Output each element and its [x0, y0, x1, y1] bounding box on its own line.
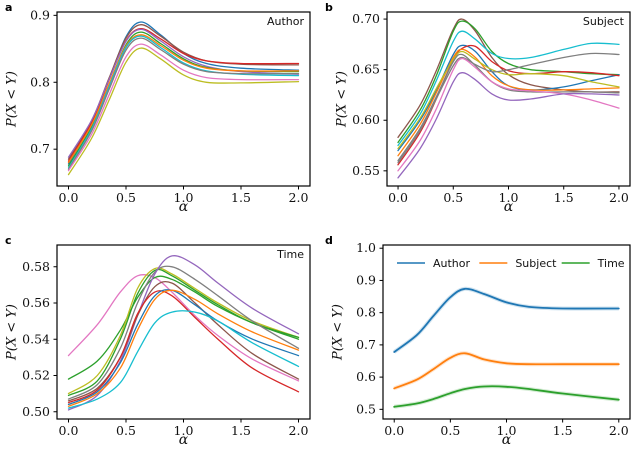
x-tick-label: 1.0	[497, 423, 517, 438]
series-line	[67, 28, 300, 158]
series-line	[67, 268, 300, 397]
panel-c-plot: 0.0 0.5 1.0 1.5 2.0 0.50 0.52 0.54 0.56 0.58	[22, 244, 311, 438]
y-tick-label: 0.9	[356, 272, 376, 287]
x-tick-label: 2.0	[609, 190, 629, 205]
y-tick-label: 0.56	[22, 295, 50, 310]
x-tick-label: 2.0	[289, 423, 309, 438]
x-tick-label: 0.0	[59, 190, 79, 205]
y-tick-label: 0.8	[356, 305, 376, 320]
panel-c-ylabel: P(X < Y)	[4, 304, 20, 360]
plot-frame	[56, 244, 311, 420]
plot-frame	[56, 11, 311, 187]
x-tick-label: 0.0	[384, 423, 404, 438]
series-line	[397, 52, 620, 164]
series-line	[397, 72, 620, 179]
series-line	[393, 385, 620, 408]
series-band	[393, 286, 619, 354]
panel-b-xlabel: α	[503, 199, 514, 215]
y-tick-label: 0.65	[352, 62, 380, 77]
x-tick-label: 0.5	[440, 423, 460, 438]
x-tick-label: 1.0	[174, 190, 194, 205]
series-line	[67, 280, 300, 402]
panel-a-letter: a	[5, 1, 13, 14]
series-band	[393, 351, 619, 391]
series-line	[67, 34, 300, 164]
x-tick-label: 1.5	[231, 423, 251, 438]
y-tick-label: 0.52	[22, 368, 50, 383]
x-tick-label: 1.0	[174, 423, 194, 438]
series-line	[67, 289, 300, 406]
panel-d-letter: d	[325, 234, 333, 247]
panel-c: 0.0 0.5 1.0 1.5 2.0 0.50 0.52 0.54 0.56 0.58 c Ti…	[0, 233, 320, 466]
series-line	[67, 273, 300, 382]
panel-d: 0.0 0.5 1.0 1.5 2.0 0.5 0.6 0.7 0.8 0.9 1.0 Author S…	[320, 233, 640, 466]
panel-d-ylabel: P(X < Y)	[330, 304, 346, 360]
x-tick-label: 0.5	[443, 190, 463, 205]
series-line	[397, 53, 620, 162]
plot-frame	[386, 11, 631, 187]
series-line	[397, 44, 620, 152]
y-tick-label: 0.55	[352, 163, 380, 178]
y-tick-label: 0.50	[22, 404, 50, 419]
x-tick-label: 1.5	[553, 423, 573, 438]
x-tick-label: 2.0	[289, 190, 309, 205]
series-line	[67, 35, 300, 169]
panel-a-ylabel: P(X < Y)	[4, 71, 20, 127]
panel-b-ylabel: P(X < Y)	[334, 71, 350, 127]
panel-c-xlabel: α	[178, 432, 189, 448]
series-line	[67, 275, 300, 380]
x-tick-label: 0.5	[116, 190, 136, 205]
panel-d-xlabel: α	[501, 432, 512, 448]
panel-b-letter: b	[325, 1, 333, 14]
panel-a-plot: 0.0 0.5 1.0 1.5 2.0 0.7 0.8 0.9	[30, 7, 311, 205]
series-line	[67, 267, 300, 395]
y-tick-label: 0.5	[356, 401, 376, 416]
x-tick-label: 1.5	[554, 190, 574, 205]
panel-a-title: Author	[266, 15, 304, 28]
series-line	[397, 30, 620, 147]
y-tick-label: 0.58	[22, 259, 50, 274]
x-tick-label: 0.0	[59, 423, 79, 438]
x-tick-label: 2.0	[609, 423, 629, 438]
series-line	[67, 265, 300, 400]
y-tick-label: 0.54	[22, 331, 50, 346]
series-line	[393, 287, 620, 353]
series-line	[67, 37, 300, 170]
panel-a: 0.0 0.5 1.0 1.5 2.0 0.7 0.8 0.9 a Author P(X < …	[0, 0, 320, 233]
series-line	[67, 43, 300, 172]
y-tick-label: 0.9	[30, 7, 50, 22]
panel-c-title: Time	[277, 248, 304, 261]
panel-d-plot: 0.0 0.5 1.0 1.5 2.0 0.5 0.6 0.7 0.8 0.9 1.0 Author S…	[356, 240, 631, 438]
y-tick-label: 0.7	[30, 141, 50, 156]
x-tick-label: 0.0	[388, 190, 408, 205]
y-tick-label: 0.70	[352, 11, 380, 26]
panel-a-xlabel: α	[178, 199, 189, 215]
series-line	[67, 289, 300, 407]
y-tick-label: 0.8	[30, 74, 50, 89]
y-tick-label: 0.7	[356, 337, 376, 352]
y-tick-label: 0.6	[356, 369, 376, 384]
panel-c-letter: c	[5, 234, 12, 247]
series-line	[67, 255, 300, 411]
x-tick-label: 0.5	[116, 423, 136, 438]
series-line	[397, 48, 620, 157]
legend-label: Time	[597, 257, 625, 270]
panel-b-plot: 0.0 0.5 1.0 1.5 2.0 0.55 0.60 0.65 0.70	[352, 11, 631, 205]
legend-label: Subject	[515, 257, 557, 270]
panel-b: 0.0 0.5 1.0 1.5 2.0 0.55 0.60 0.65 0.70 b Subjec…	[320, 0, 640, 233]
series-line	[397, 50, 620, 150]
y-tick-label: 1.0	[356, 240, 376, 255]
plot-frame	[382, 244, 631, 420]
series-line	[393, 352, 620, 390]
y-tick-label: 0.60	[352, 112, 380, 127]
panel-b-title: Subject	[582, 15, 624, 28]
x-tick-label: 1.5	[231, 190, 251, 205]
series-line	[67, 47, 300, 176]
series-line	[67, 310, 300, 409]
x-tick-label: 1.0	[499, 190, 519, 205]
legend-label: Author	[433, 257, 471, 270]
series-line	[67, 24, 300, 160]
